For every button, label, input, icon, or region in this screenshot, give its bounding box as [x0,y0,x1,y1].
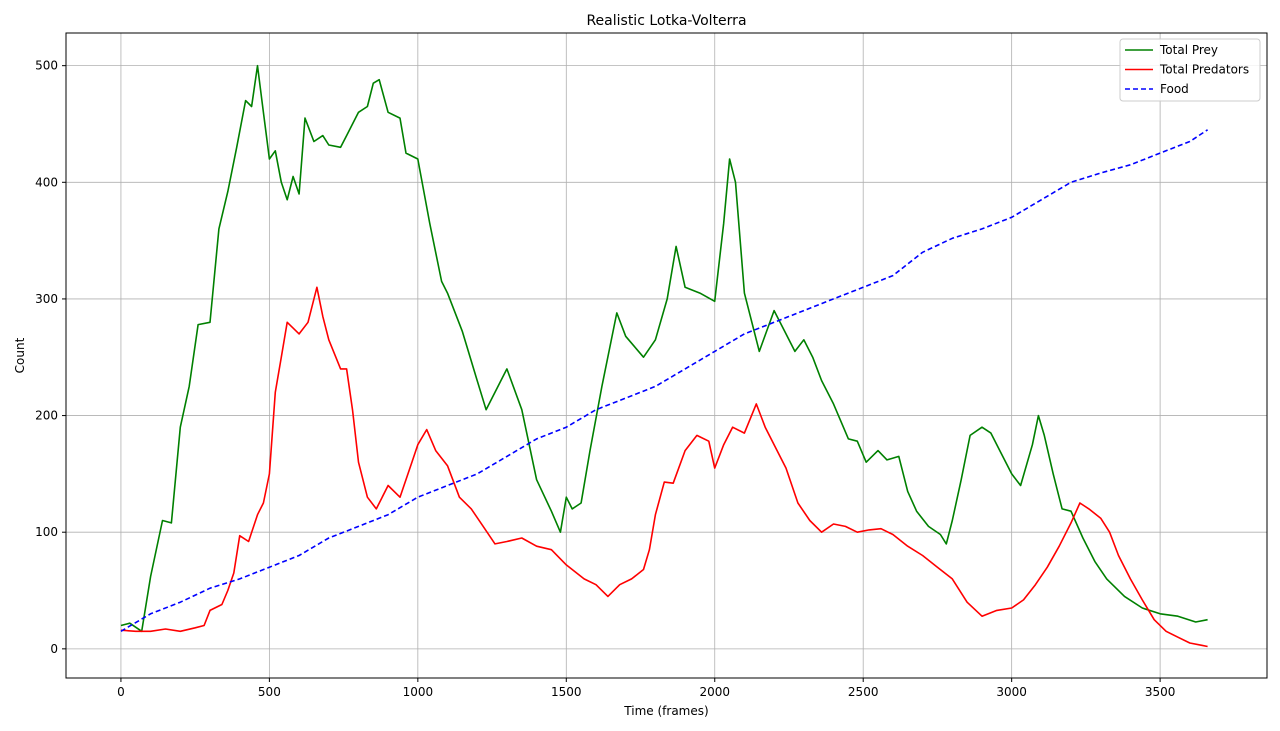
legend-label: Total Predators [1159,63,1249,77]
x-tick-label: 2500 [848,685,879,699]
legend: Total Prey Total Predators Food [1119,38,1261,102]
series-line-total-predators [120,286,1208,648]
y-tick-label: 500 [35,59,58,73]
axis-ticks: 0 500 1000 1500 2000 2500 3000 3500 0 100 200 300 40… [35,59,1175,699]
legend-box [1119,38,1261,102]
chart-title: Realistic Lotka-Volterra [586,13,746,29]
x-tick-label: 1500 [551,685,582,699]
x-tick-label: 3500 [1145,685,1176,699]
series-group [120,64,1209,648]
legend-label: Total Prey [1159,43,1218,57]
y-tick-label: 100 [35,525,58,539]
legend-label: Food [1160,82,1189,96]
y-tick-label: 300 [35,292,58,306]
x-axis-title: Time (frames) [623,704,708,718]
x-tick-label: 500 [258,685,281,699]
x-tick-label: 0 [117,685,125,699]
y-tick-label: 400 [35,175,58,189]
plot-frame [65,32,1268,679]
x-tick-label: 2000 [699,685,730,699]
x-tick-label: 1000 [403,685,434,699]
x-tick-label: 3000 [996,685,1027,699]
y-tick-label: 0 [50,642,58,656]
y-axis-title: Count [13,337,27,373]
series-line-total-prey [120,64,1208,633]
y-tick-label: 200 [35,409,58,423]
